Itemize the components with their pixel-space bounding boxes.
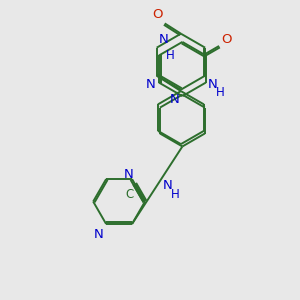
Text: H: H	[170, 188, 179, 201]
Text: N: N	[146, 77, 156, 91]
Text: N: N	[170, 93, 179, 106]
Text: H: H	[216, 86, 224, 99]
Text: N: N	[93, 227, 103, 241]
Text: N: N	[159, 33, 169, 46]
Text: N: N	[208, 77, 218, 91]
Text: C: C	[125, 188, 134, 201]
Text: H: H	[166, 49, 175, 62]
Text: O: O	[221, 33, 232, 46]
Text: N: N	[163, 179, 172, 192]
Text: N: N	[124, 168, 133, 181]
Text: O: O	[152, 8, 162, 21]
